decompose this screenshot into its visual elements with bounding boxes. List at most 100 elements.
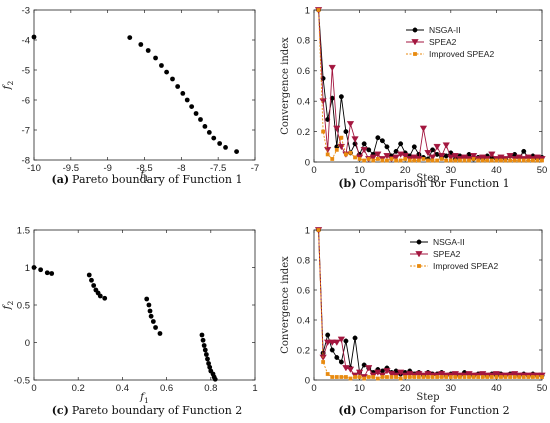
x-axis-label: Step xyxy=(416,173,439,184)
series-point xyxy=(353,375,357,379)
y-tick-label: 1 xyxy=(25,263,30,274)
series-point xyxy=(380,158,385,163)
series-point xyxy=(375,376,380,381)
series-point xyxy=(453,375,458,379)
scatter-point xyxy=(38,267,44,273)
series-point xyxy=(438,153,446,160)
x-tick-label: -10 xyxy=(27,163,41,174)
legend-swatch-marker xyxy=(415,251,423,258)
series-point xyxy=(407,375,412,379)
y-tick-label: 0.6 xyxy=(297,66,310,77)
series-point xyxy=(362,158,367,163)
series-point xyxy=(458,158,462,163)
series-point xyxy=(521,375,526,379)
series-point xyxy=(361,141,367,147)
series-point xyxy=(508,158,512,163)
series-point xyxy=(412,375,417,379)
series-point xyxy=(348,376,353,381)
x-tick-label: -9 xyxy=(103,163,111,174)
scatter-point xyxy=(211,135,217,141)
series-point xyxy=(366,147,372,153)
series-point xyxy=(447,154,455,161)
scatter-point xyxy=(206,361,211,366)
scatter-point xyxy=(199,332,205,338)
series-point xyxy=(521,148,527,154)
scatter-point xyxy=(193,111,199,116)
y-tick-label: 0 xyxy=(25,338,30,349)
scatter-point xyxy=(206,130,212,135)
series-point xyxy=(325,152,330,157)
caption-tag: (d) xyxy=(338,404,356,417)
y-tick-label: -7 xyxy=(22,125,30,136)
series-point xyxy=(467,158,471,163)
x-axis-label: Step xyxy=(416,392,439,403)
x-axis-label-main: f xyxy=(139,169,146,181)
series-point xyxy=(394,158,398,163)
y-tick-label: 0.6 xyxy=(297,285,310,296)
x-tick-label: 50 xyxy=(537,383,548,394)
x-tick-label: 10 xyxy=(354,383,365,394)
series-point xyxy=(353,155,357,160)
series-point xyxy=(535,158,540,163)
series-point xyxy=(435,158,440,163)
series-point xyxy=(357,157,362,161)
plot-frame xyxy=(313,229,543,381)
caption-tag: (a) xyxy=(51,173,69,186)
series-point xyxy=(453,158,458,163)
series-point xyxy=(333,339,341,346)
scatter-point xyxy=(31,265,37,270)
y-tick-label: 0.2 xyxy=(297,345,310,356)
series-nsga xyxy=(316,227,545,378)
x-tick-label: 50 xyxy=(537,165,548,176)
series-point xyxy=(421,375,426,379)
series-point xyxy=(346,366,355,373)
series-point xyxy=(321,360,326,364)
series-point xyxy=(330,375,335,379)
plot-frame xyxy=(33,9,256,161)
y-tick-label: 0.5 xyxy=(17,300,30,311)
legend-entry: Improved SPEA2 xyxy=(429,49,494,59)
chart-panel-a: -10 -9.5 -9 -8.5 -8 -7.5 -7-8-7-6-5-4-3f1f2(a)… xyxy=(1,5,259,186)
series-point xyxy=(384,144,390,150)
series-point xyxy=(352,335,358,341)
legend-swatch-marker xyxy=(412,27,418,33)
x-tick-label: 0 xyxy=(311,165,316,176)
legend: NSGA-II SPEA2 Improved SPEA2 xyxy=(406,25,494,59)
series-point xyxy=(321,129,326,134)
series-point xyxy=(480,375,485,379)
x-tick-label: 0.2 xyxy=(72,383,85,394)
series-point xyxy=(444,158,449,163)
series-point xyxy=(426,375,430,379)
series-point xyxy=(488,151,496,158)
series-point xyxy=(419,125,428,132)
series-point xyxy=(337,336,346,343)
series-point xyxy=(494,158,499,163)
series-point xyxy=(424,150,432,157)
series-point xyxy=(343,338,349,344)
scatter-point xyxy=(170,76,175,82)
series-point xyxy=(403,375,408,379)
series-point xyxy=(338,359,344,365)
y-tick-label: 1.5 xyxy=(17,225,30,236)
series-improved xyxy=(316,228,544,381)
x-axis-label-sub: 1 xyxy=(144,174,149,183)
series-point xyxy=(426,158,430,163)
series-point xyxy=(379,368,385,374)
series-point xyxy=(344,375,348,379)
series-point xyxy=(485,158,490,163)
series-point xyxy=(366,157,371,161)
y-tick-label: 0 xyxy=(305,157,310,168)
scatter-point xyxy=(207,364,213,370)
series-point xyxy=(428,154,437,161)
series-point xyxy=(366,375,371,379)
series-point xyxy=(344,152,348,157)
legend-swatch-marker xyxy=(416,239,422,245)
x-axis-label-sub: 1 xyxy=(144,396,149,405)
x-tick-label: 0.6 xyxy=(160,383,173,394)
chart-panel-d: 0 10 20 30 40 50 0 0.2 0.4 0.6 0.8 1 Step Convergence… xyxy=(280,225,547,417)
scatter-point xyxy=(212,376,218,382)
series-point xyxy=(443,153,449,159)
y-tick-label: -5 xyxy=(22,65,30,76)
series-point xyxy=(506,153,514,160)
series-point xyxy=(365,365,373,372)
